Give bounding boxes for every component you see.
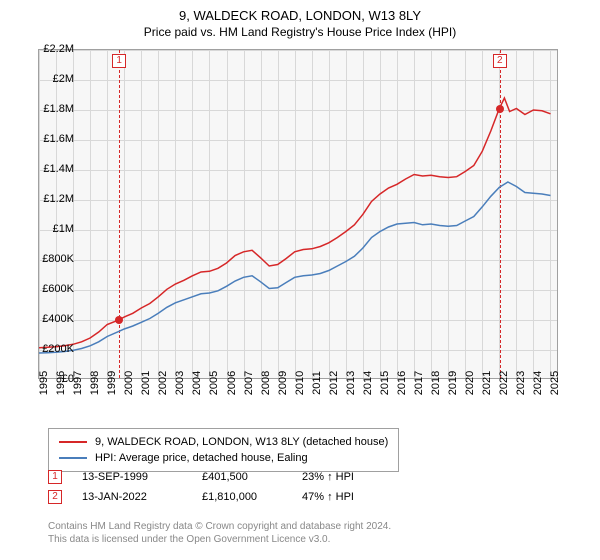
xtick-label: 2025 (549, 371, 561, 395)
ytick-label: £1.6M (43, 133, 74, 145)
ytick-label: £2M (53, 73, 74, 85)
xtick-label: 1997 (72, 371, 84, 395)
datapoint-row: 1 13-SEP-1999 £401,500 23% ↑ HPI (48, 470, 354, 484)
xtick-label: 2009 (277, 371, 289, 395)
xtick-label: 2003 (174, 371, 186, 395)
datapoint-pct: 47% ↑ HPI (302, 491, 354, 503)
xtick-label: 2016 (396, 371, 408, 395)
datapoint-marker: 1 (48, 470, 62, 484)
series-property (39, 98, 551, 348)
ytick-label: £1.4M (43, 163, 74, 175)
xtick-label: 2015 (379, 371, 391, 395)
chart-subtitle: Price paid vs. HM Land Registry's House … (0, 25, 600, 39)
xtick-label: 2022 (498, 371, 510, 395)
series-hpi (39, 182, 551, 353)
xtick-label: 2002 (157, 371, 169, 395)
ytick-label: £400K (42, 313, 74, 325)
legend-row: HPI: Average price, detached house, Eali… (59, 450, 388, 466)
xtick-label: 1995 (38, 371, 50, 395)
footer-line-2: This data is licensed under the Open Gov… (48, 533, 391, 546)
datapoints-table: 1 13-SEP-1999 £401,500 23% ↑ HPI 2 13-JAN-202… (48, 470, 354, 510)
legend-swatch (59, 441, 87, 443)
xtick-label: 1999 (106, 371, 118, 395)
legend-row: 9, WALDECK ROAD, LONDON, W13 8LY (detach… (59, 434, 388, 450)
legend: 9, WALDECK ROAD, LONDON, W13 8LY (detach… (48, 428, 399, 472)
ytick-label: £1.8M (43, 103, 74, 115)
xtick-label: 1996 (55, 371, 67, 395)
datapoint-date: 13-SEP-1999 (82, 471, 182, 483)
ytick-label: £1M (53, 223, 74, 235)
xtick-label: 2019 (447, 371, 459, 395)
xtick-label: 2018 (430, 371, 442, 395)
ytick-label: £200K (42, 343, 74, 355)
xtick-label: 1998 (89, 371, 101, 395)
footer-attribution: Contains HM Land Registry data © Crown c… (48, 520, 391, 546)
xtick-label: 2023 (515, 371, 527, 395)
xtick-label: 2011 (311, 371, 323, 395)
ytick-label: £800K (42, 253, 74, 265)
xtick-label: 2001 (140, 371, 152, 395)
chart-area: 12 £0£200K£400K£600K£800K£1M£1.2M£1.4M£1… (38, 49, 598, 409)
xtick-label: 2024 (532, 371, 544, 395)
datapoint-row: 2 13-JAN-2022 £1,810,000 47% ↑ HPI (48, 490, 354, 504)
legend-label: 9, WALDECK ROAD, LONDON, W13 8LY (detach… (95, 434, 388, 450)
chart-title: 9, WALDECK ROAD, LONDON, W13 8LY (0, 8, 600, 23)
xtick-label: 2014 (362, 371, 374, 395)
xtick-label: 2008 (260, 371, 272, 395)
datapoint-date: 13-JAN-2022 (82, 491, 182, 503)
title-block: 9, WALDECK ROAD, LONDON, W13 8LY Price p… (0, 0, 600, 43)
legend-label: HPI: Average price, detached house, Eali… (95, 450, 308, 466)
ytick-label: £1.2M (43, 193, 74, 205)
xtick-label: 2000 (123, 371, 135, 395)
xtick-label: 2021 (481, 371, 493, 395)
xtick-label: 2006 (226, 371, 238, 395)
line-series-svg (39, 50, 559, 380)
xtick-label: 2010 (294, 371, 306, 395)
xtick-label: 2004 (191, 371, 203, 395)
datapoint-price: £1,810,000 (202, 491, 282, 503)
xtick-label: 2017 (413, 371, 425, 395)
xtick-label: 2012 (328, 371, 340, 395)
ytick-label: £2.2M (43, 43, 74, 55)
datapoint-price: £401,500 (202, 471, 282, 483)
xtick-label: 2013 (345, 371, 357, 395)
xtick-label: 2005 (208, 371, 220, 395)
ytick-label: £600K (42, 283, 74, 295)
datapoint-pct: 23% ↑ HPI (302, 471, 354, 483)
xtick-label: 2007 (243, 371, 255, 395)
footer-line-1: Contains HM Land Registry data © Crown c… (48, 520, 391, 533)
plot-region: 12 (38, 49, 558, 379)
datapoint-marker: 2 (48, 490, 62, 504)
legend-swatch (59, 457, 87, 459)
xtick-label: 2020 (464, 371, 476, 395)
